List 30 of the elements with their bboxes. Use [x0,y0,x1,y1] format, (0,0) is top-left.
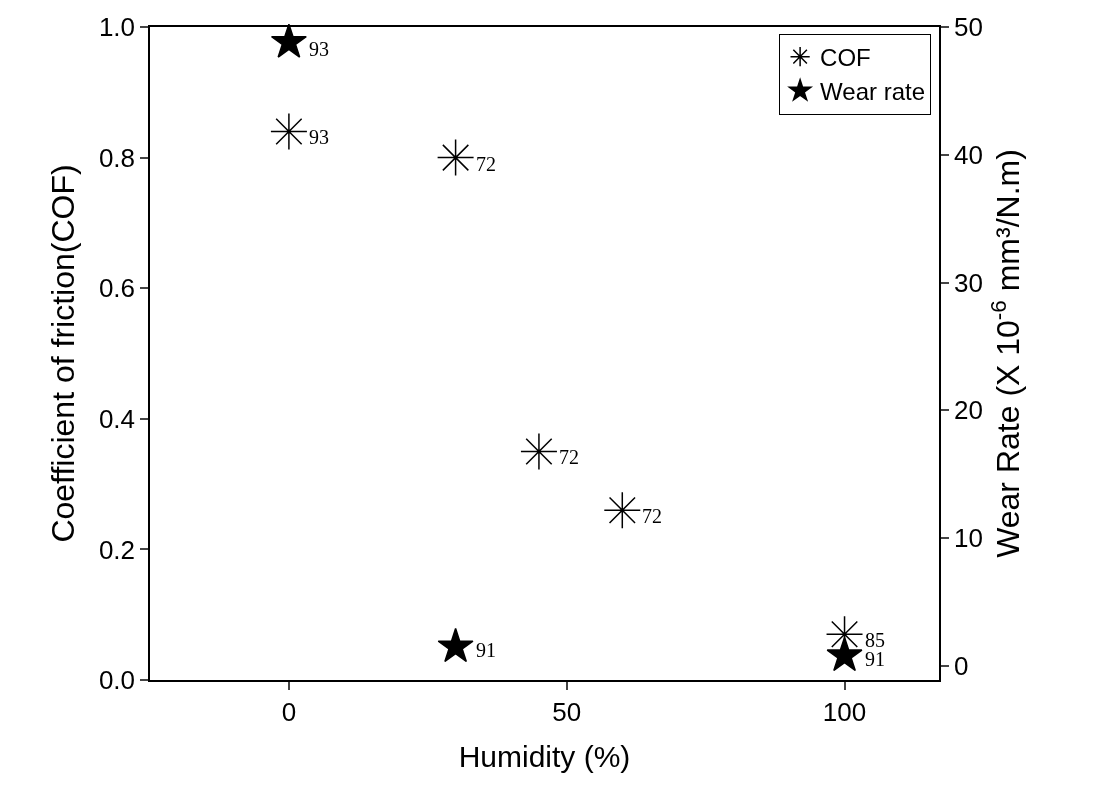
annotation: 93 [309,38,329,60]
annotation: 91 [865,648,885,670]
annotation: 72 [476,153,496,175]
legend-label: COF [820,43,871,71]
annotation: 91 [476,639,496,661]
point [270,23,307,58]
x-tick-label: 100 [822,696,867,727]
x-tick-label: 50 [552,696,582,727]
annotation: 72 [559,446,579,468]
y2-tick-label: 30 [953,267,983,298]
annotation: 72 [642,505,662,527]
y-tick-label: 0.8 [98,142,136,173]
y2-tick-label: 10 [953,523,983,554]
y-tick-label: 0.4 [98,403,136,434]
legend-label: Wear rate [820,78,926,106]
y2-tick-label: 40 [953,139,983,170]
point [826,636,863,672]
y-tick-label: 1.0 [98,12,136,43]
y-tick-label: 0.2 [98,534,136,565]
y-tick-label: 0.0 [98,665,136,696]
x-axis-title: Humidity (%) [458,739,631,773]
annotation: 93 [309,126,329,148]
x-tick-label: 0 [281,696,297,727]
y2-tick-label: 20 [953,395,983,426]
y-axis-title: Coefficient of friction(COF) [44,164,81,543]
annotation: 85 [865,629,885,651]
y2-tick-label: 50 [953,12,983,43]
y-tick-label: 0.6 [98,273,136,304]
point [437,627,474,663]
y2-tick-label: 0 [953,651,969,682]
